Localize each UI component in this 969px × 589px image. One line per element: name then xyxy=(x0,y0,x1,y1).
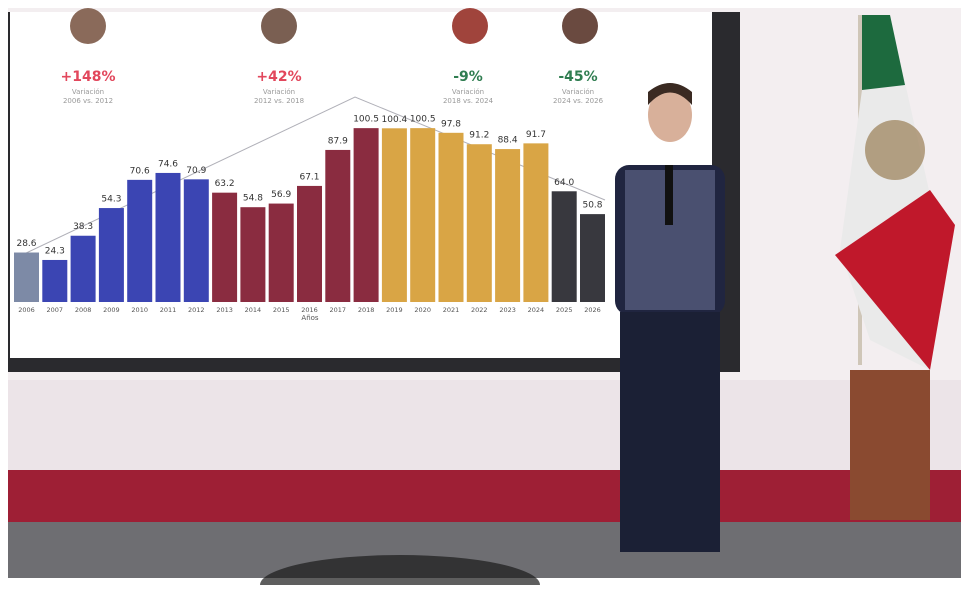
value-label: 54.3 xyxy=(101,195,121,205)
x-tick-label: 2006 xyxy=(18,306,35,314)
value-label: 100.5 xyxy=(353,115,379,125)
x-tick-label: 2010 xyxy=(131,306,148,314)
portrait xyxy=(562,8,598,44)
x-tick-label: 2020 xyxy=(414,306,431,314)
x-tick-label: 2015 xyxy=(273,306,290,314)
bar xyxy=(156,173,181,302)
bar xyxy=(552,191,577,302)
bar xyxy=(354,128,379,302)
variation-value: -9% xyxy=(453,69,483,85)
bar xyxy=(184,179,209,302)
x-tick-label: 2017 xyxy=(330,306,347,314)
x-tick-label: 2021 xyxy=(443,306,460,314)
flag-stand xyxy=(850,370,930,520)
variation-note: Variación xyxy=(562,88,594,96)
variation-value: -45% xyxy=(558,69,597,85)
bar xyxy=(382,128,407,302)
x-tick-label: 2022 xyxy=(471,306,488,314)
x-tick-label: 2008 xyxy=(75,306,92,314)
value-label: 56.9 xyxy=(271,190,291,200)
variation-value: +42% xyxy=(256,69,301,85)
x-tick-label: 2018 xyxy=(358,306,375,314)
bar xyxy=(495,149,520,302)
red-stripe xyxy=(8,470,961,522)
bar xyxy=(410,128,435,302)
bar xyxy=(439,133,464,302)
bar xyxy=(467,144,492,302)
bar xyxy=(127,180,152,302)
x-tick-label: 2025 xyxy=(556,306,573,314)
x-tick-label: 2011 xyxy=(160,306,177,314)
variation-note: 2024 vs. 2026 xyxy=(553,97,604,105)
wall-pattern xyxy=(8,380,961,470)
value-label: 64.0 xyxy=(554,178,574,188)
bar xyxy=(14,253,39,302)
value-label: 24.3 xyxy=(45,246,65,256)
value-label: 91.2 xyxy=(469,131,489,141)
x-axis-label: Años xyxy=(301,314,319,322)
x-tick-label: 2007 xyxy=(47,306,64,314)
value-label: 28.6 xyxy=(16,239,36,249)
portrait xyxy=(261,8,297,44)
value-label: 97.8 xyxy=(441,119,461,129)
portrait xyxy=(70,8,106,44)
variation-note: Variación xyxy=(72,88,104,96)
bar xyxy=(240,207,265,302)
variation-note: 2006 vs. 2012 xyxy=(63,97,113,105)
x-tick-label: 2014 xyxy=(245,306,262,314)
bar xyxy=(42,260,67,302)
value-label: 100.4 xyxy=(382,115,408,125)
value-label: 88.4 xyxy=(498,136,518,146)
value-label: 74.6 xyxy=(158,159,178,169)
value-label: 54.8 xyxy=(243,194,263,204)
x-tick-label: 2019 xyxy=(386,306,403,314)
value-label: 91.7 xyxy=(526,130,546,140)
variation-value: +148% xyxy=(61,69,116,85)
value-label: 67.1 xyxy=(299,172,319,182)
x-tick-label: 2013 xyxy=(216,306,233,314)
x-tick-label: 2009 xyxy=(103,306,120,314)
value-label: 70.6 xyxy=(130,166,150,176)
bar xyxy=(325,150,350,302)
value-label: 100.5 xyxy=(410,115,436,125)
bar xyxy=(580,214,605,302)
bar xyxy=(269,204,294,302)
variation-note: Variación xyxy=(263,88,295,96)
x-tick-label: 2016 xyxy=(301,306,318,314)
portrait xyxy=(452,8,488,44)
value-label: 87.9 xyxy=(328,136,348,146)
flag-emblem xyxy=(865,120,925,180)
x-tick-label: 2026 xyxy=(584,306,601,314)
x-tick-label: 2023 xyxy=(499,306,516,314)
bar xyxy=(99,208,124,302)
x-tick-label: 2024 xyxy=(528,306,545,314)
microphone xyxy=(665,165,673,225)
x-tick-label: 2012 xyxy=(188,306,205,314)
value-label: 70.9 xyxy=(186,166,206,176)
bar xyxy=(71,236,96,302)
value-label: 63.2 xyxy=(215,179,235,189)
bar xyxy=(212,193,237,302)
variation-note: Variación xyxy=(452,88,484,96)
trousers xyxy=(620,312,720,552)
variation-note: 2018 vs. 2024 xyxy=(443,97,494,105)
value-label: 50.8 xyxy=(582,201,602,211)
variation-note: 2012 vs. 2018 xyxy=(254,97,304,105)
bar xyxy=(523,143,548,302)
bar xyxy=(297,186,322,302)
photo: 28.6 2006 24.3 2007 38.3 2008 54.3 2009 70.6 2010… xyxy=(0,0,969,585)
value-label: 38.3 xyxy=(73,222,93,232)
